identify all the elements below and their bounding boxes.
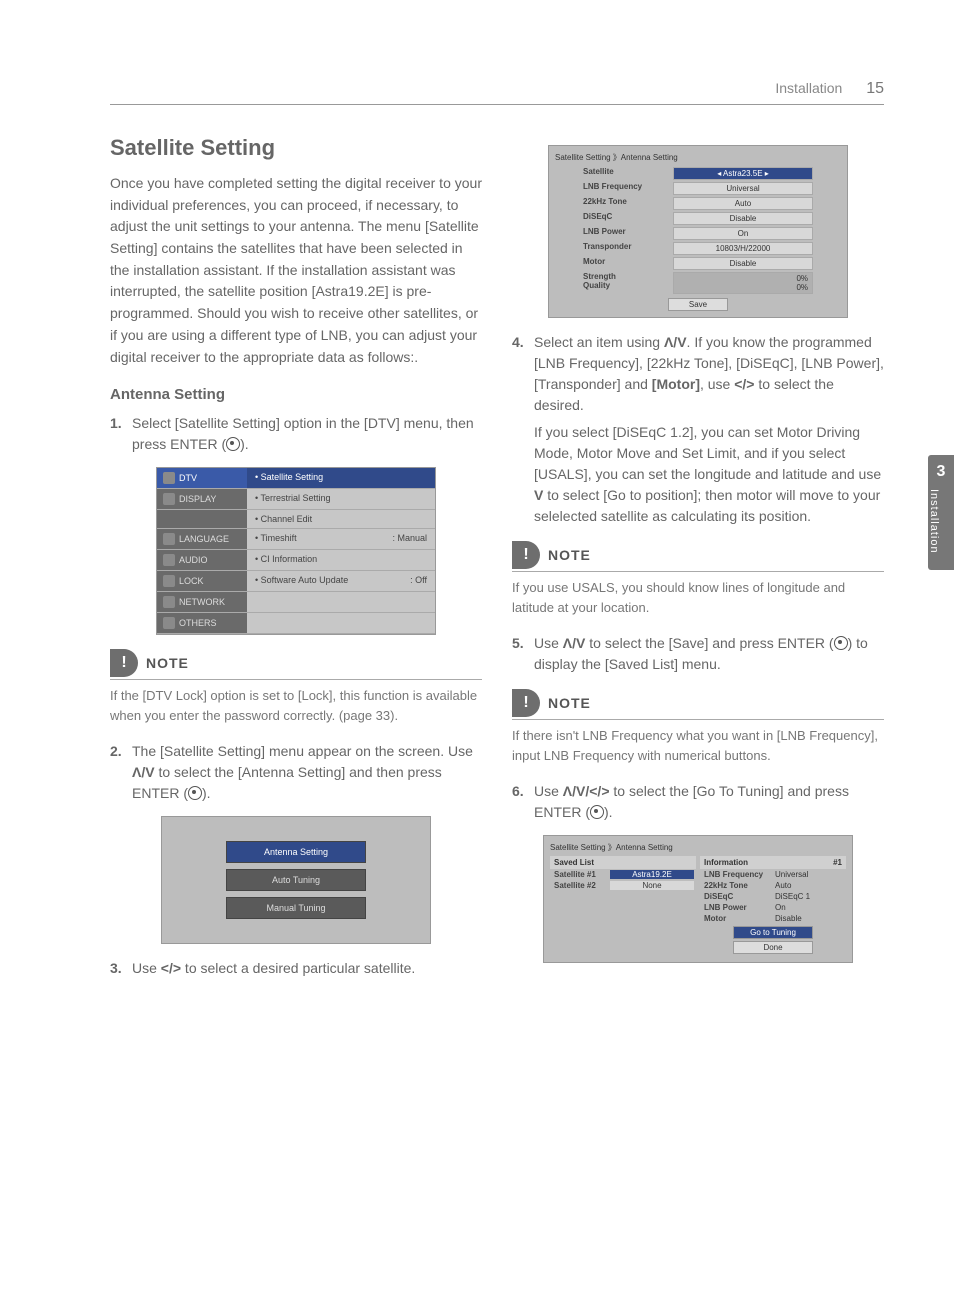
note-label: NOTE xyxy=(548,547,591,563)
step-1: 1. Select [Satellite Setting] option in … xyxy=(110,413,482,455)
note-text: If there isn't LNB Frequency what you wa… xyxy=(512,726,884,765)
step-number: 5. xyxy=(512,633,534,675)
screenshot-saved-list: Satellite Setting 》Antenna SettingSaved … xyxy=(543,835,853,963)
step-number: 6. xyxy=(512,781,534,823)
note-icon: ! xyxy=(512,689,540,717)
note-box-2: ! NOTE If you use USALS, you should know… xyxy=(512,541,884,617)
note-icon: ! xyxy=(110,649,138,677)
heading-satellite-setting: Satellite Setting xyxy=(110,135,482,161)
step-5: 5. Use Λ/V to select the [Save] and pres… xyxy=(512,633,884,675)
step-2: 2. The [Satellite Setting] menu appear o… xyxy=(110,741,482,804)
enter-icon xyxy=(188,786,202,800)
header-section: Installation xyxy=(775,80,842,96)
page-number: 15 xyxy=(866,80,884,97)
note-text: If you use USALS, you should know lines … xyxy=(512,578,884,617)
enter-icon xyxy=(226,437,240,451)
step-4: 4. Select an item using Λ/V. If you know… xyxy=(512,332,884,527)
intro-paragraph: Once you have completed setting the digi… xyxy=(110,173,482,368)
chapter-number: 3 xyxy=(928,463,954,481)
enter-icon xyxy=(834,636,848,650)
note-box-3: ! NOTE If there isn't LNB Frequency what… xyxy=(512,689,884,765)
page-header: Installation 15 xyxy=(110,80,884,105)
right-column: Satellite Setting 》Antenna SettingSatell… xyxy=(512,135,884,991)
enter-icon xyxy=(590,805,604,819)
note-label: NOTE xyxy=(548,695,591,711)
screenshot-dtv-menu: DTV• Satellite SettingDISPLAY• Terrestri… xyxy=(156,467,436,635)
step-3: 3. Use </> to select a desired particula… xyxy=(110,958,482,979)
chapter-label: Installation xyxy=(928,489,940,554)
step-number: 2. xyxy=(110,741,132,804)
screenshot-antenna-menu: Antenna SettingAuto TuningManual Tuning xyxy=(161,816,431,944)
left-column: Satellite Setting Once you have complete… xyxy=(110,135,482,991)
step-6: 6. Use Λ/V/</> to select the [Go To Tuni… xyxy=(512,781,884,823)
document-page: Installation 15 Satellite Setting Once y… xyxy=(0,0,954,1305)
step-number: 3. xyxy=(110,958,132,979)
note-box-1: ! NOTE If the [DTV Lock] option is set t… xyxy=(110,649,482,725)
step-number: 1. xyxy=(110,413,132,455)
chapter-tab: 3 Installation xyxy=(928,455,954,570)
step-number: 4. xyxy=(512,332,534,527)
note-icon: ! xyxy=(512,541,540,569)
screenshot-antenna-setting: Satellite Setting 》Antenna SettingSatell… xyxy=(548,145,848,318)
note-text: If the [DTV Lock] option is set to [Lock… xyxy=(110,686,482,725)
heading-antenna-setting: Antenna Setting xyxy=(110,386,482,403)
note-label: NOTE xyxy=(146,655,189,671)
